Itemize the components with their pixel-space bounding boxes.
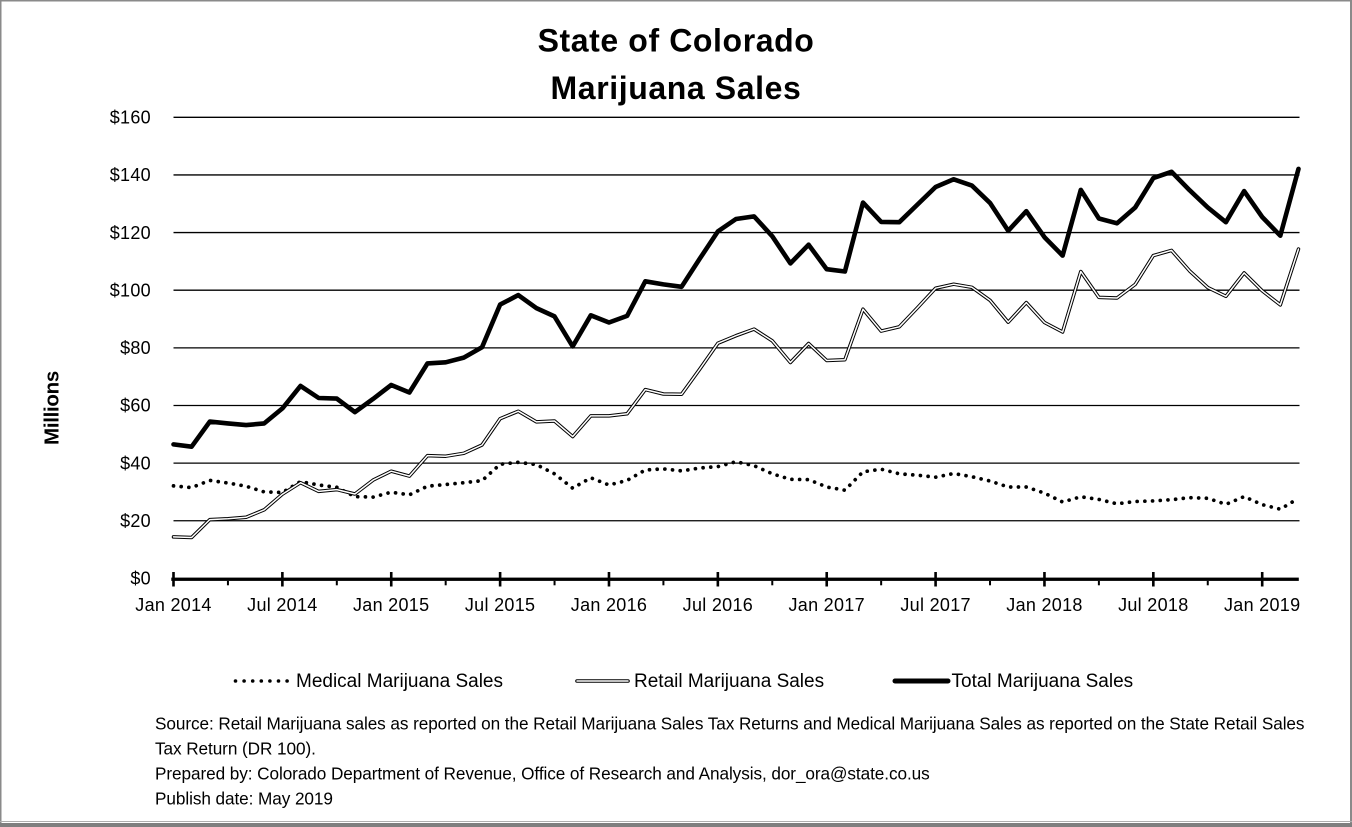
svg-text:$100: $100 bbox=[110, 280, 151, 300]
svg-text:Source: Retail Marijuana sales: Source: Retail Marijuana sales as report… bbox=[155, 714, 1304, 734]
svg-text:$0: $0 bbox=[130, 569, 151, 589]
svg-text:Jul 2015: Jul 2015 bbox=[465, 595, 535, 615]
svg-text:$40: $40 bbox=[120, 453, 151, 473]
svg-text:Medical Marijuana Sales: Medical Marijuana Sales bbox=[296, 671, 503, 692]
svg-text:Jul 2017: Jul 2017 bbox=[900, 595, 970, 615]
svg-text:Jan 2015: Jan 2015 bbox=[353, 595, 429, 615]
svg-text:Jul 2014: Jul 2014 bbox=[247, 595, 317, 615]
svg-text:Jan 2014: Jan 2014 bbox=[135, 595, 211, 615]
svg-text:$160: $160 bbox=[110, 108, 151, 128]
svg-text:$140: $140 bbox=[110, 165, 151, 185]
svg-text:Retail Marijuana Sales: Retail Marijuana Sales bbox=[634, 671, 824, 692]
svg-text:Publish date: May 2019: Publish date: May 2019 bbox=[155, 789, 333, 809]
svg-text:$80: $80 bbox=[120, 338, 151, 358]
svg-text:$20: $20 bbox=[120, 511, 151, 531]
svg-text:Tax Return (DR 100).: Tax Return (DR 100). bbox=[155, 739, 316, 759]
svg-text:Jul 2016: Jul 2016 bbox=[683, 595, 753, 615]
svg-text:$60: $60 bbox=[120, 396, 151, 416]
svg-text:State of Colorado: State of Colorado bbox=[538, 23, 815, 59]
svg-text:Prepared by: Colorado Departme: Prepared by: Colorado Department of Reve… bbox=[155, 764, 930, 784]
svg-text:Jan 2018: Jan 2018 bbox=[1006, 595, 1082, 615]
svg-text:Jul 2018: Jul 2018 bbox=[1118, 595, 1188, 615]
svg-text:Jan 2017: Jan 2017 bbox=[788, 595, 864, 615]
svg-text:$120: $120 bbox=[110, 223, 151, 243]
svg-text:Jan 2016: Jan 2016 bbox=[571, 595, 647, 615]
svg-text:Total Marijuana Sales: Total Marijuana Sales bbox=[952, 671, 1134, 692]
svg-text:Jan 2019: Jan 2019 bbox=[1224, 595, 1300, 615]
svg-text:Millions: Millions bbox=[41, 371, 64, 445]
svg-text:Marijuana Sales: Marijuana Sales bbox=[551, 70, 802, 106]
